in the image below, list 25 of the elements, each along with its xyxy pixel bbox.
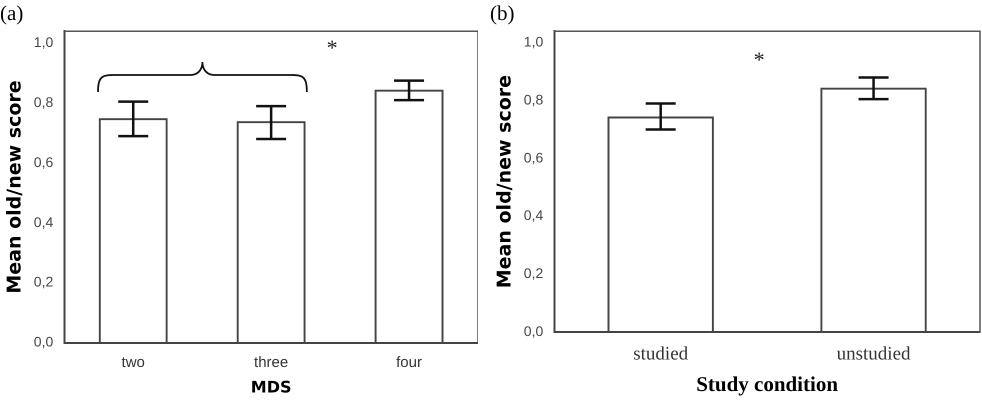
annotation: *: [326, 35, 338, 60]
x-tick-label: two: [122, 354, 145, 371]
x-tick-label: studied: [633, 343, 689, 364]
x-tick-label: unstudied: [836, 343, 912, 364]
y-tick-label: 0,8: [524, 91, 544, 108]
x-tick-label: three: [254, 354, 288, 371]
y-tick-label: 0,2: [34, 274, 54, 290]
x-axis-title: MDS: [250, 378, 292, 397]
y-tick-label: 0,4: [524, 207, 544, 224]
y-axis-title: Mean old/new score: [493, 74, 516, 288]
x-tick-label: four: [396, 354, 422, 371]
y-tick-label: 1,0: [524, 34, 544, 50]
chart-title: (a): [0, 1, 24, 26]
x-axis-title: Study condition: [696, 372, 838, 396]
y-tick-label: 1,0: [34, 34, 54, 50]
y-tick-label: 0,0: [524, 322, 544, 339]
y-tick-label: 0,0: [34, 334, 54, 350]
y-axis-title: Mean old/new score: [3, 80, 26, 294]
y-tick-label: 0,4: [34, 214, 54, 230]
y-tick-label: 0,8: [34, 94, 54, 110]
y-tick-label: 0,6: [34, 154, 54, 170]
y-tick-label: 0,2: [524, 265, 544, 282]
chart-title: (b): [490, 1, 514, 26]
annotation: *: [754, 47, 765, 72]
y-tick-label: 0,6: [524, 149, 544, 166]
